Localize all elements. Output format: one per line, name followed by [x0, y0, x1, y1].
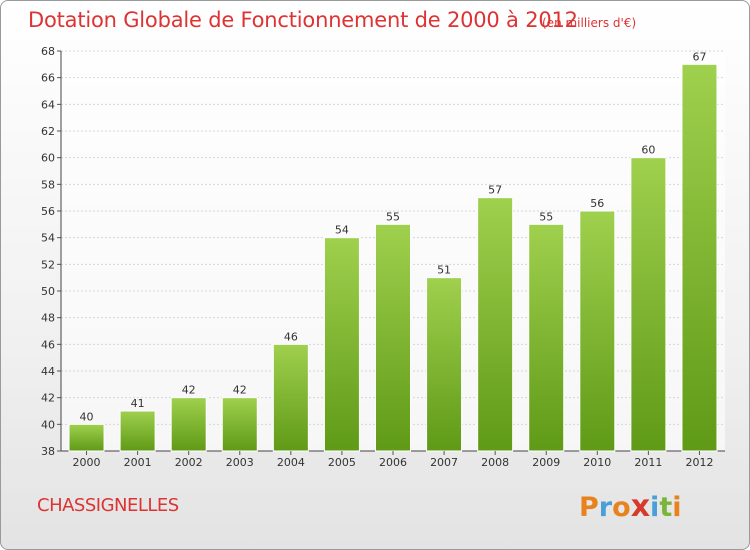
y-tick-label: 50 [41, 285, 55, 298]
y-tick-label: 48 [41, 312, 55, 325]
x-tick-label-2006: 2006 [379, 456, 407, 469]
data-label-2007: 51 [437, 264, 451, 277]
logo-letter: t [659, 492, 673, 523]
chart-title: Dotation Globale de Fonctionnement de 20… [28, 8, 578, 32]
x-tick-label-2004: 2004 [277, 456, 305, 469]
y-tick-label: 52 [41, 258, 55, 271]
y-tick-label: 60 [41, 152, 55, 165]
logo-letter: i [672, 492, 682, 523]
data-label-2011: 60 [641, 144, 655, 157]
bar-2011 [630, 157, 667, 452]
bar-2007 [426, 277, 463, 452]
x-tick-label-2000: 2000 [73, 456, 101, 469]
logo-letter: o [612, 492, 631, 523]
data-label-2003: 42 [233, 384, 247, 397]
x-tick-label-2007: 2007 [430, 456, 458, 469]
x-tick-label-2008: 2008 [481, 456, 509, 469]
chart-subtitle: (en milliers d'€) [542, 16, 637, 30]
y-tick-label: 44 [41, 365, 55, 378]
bar-2002 [170, 397, 207, 452]
y-tick-label: 46 [41, 338, 55, 351]
data-label-2004: 46 [284, 330, 298, 343]
y-tick-label: 42 [41, 392, 55, 405]
commune-name: CHASSIGNELLES [37, 495, 179, 516]
data-label-2010: 56 [590, 197, 604, 210]
data-label-2008: 57 [488, 184, 502, 197]
bar-2004 [272, 343, 309, 452]
y-tick-label: 58 [41, 178, 55, 191]
x-tick-label-2005: 2005 [328, 456, 356, 469]
bar-2005 [323, 237, 360, 452]
data-label-2001: 41 [131, 397, 145, 410]
data-label-2006: 55 [386, 210, 400, 223]
bar-2000 [68, 423, 105, 452]
x-tick-label-2001: 2001 [124, 456, 152, 469]
bar-2001 [119, 410, 156, 452]
data-label-2000: 40 [80, 410, 94, 423]
y-tick-label: 38 [41, 445, 55, 458]
data-label-2005: 54 [335, 224, 349, 237]
bar-2003 [221, 397, 258, 452]
y-tick-label: 40 [41, 418, 55, 431]
logo-letter: i [650, 492, 660, 523]
bar-2009 [528, 223, 565, 452]
x-tick-label-2003: 2003 [226, 456, 254, 469]
x-tick-label-2012: 2012 [685, 456, 713, 469]
y-tick-label: 62 [41, 125, 55, 138]
bar-2008 [477, 197, 514, 452]
logo-letter: r [598, 492, 613, 523]
data-label-2002: 42 [182, 384, 196, 397]
data-label-2012: 67 [692, 50, 706, 63]
x-tick-label-2009: 2009 [532, 456, 560, 469]
y-tick-label: 68 [41, 45, 55, 58]
y-tick-label: 56 [41, 205, 55, 218]
data-label-2009: 55 [539, 210, 553, 223]
y-tick-label: 54 [41, 232, 55, 245]
logo-letter: P [579, 492, 599, 523]
bar-2012 [681, 63, 718, 452]
bar-2006 [375, 223, 411, 452]
x-tick-label-2010: 2010 [583, 456, 611, 469]
logo-letter: x [630, 489, 651, 524]
x-tick-label-2011: 2011 [634, 456, 662, 469]
x-tick-label-2002: 2002 [175, 456, 203, 469]
y-tick-label: 64 [41, 98, 55, 111]
proxiti-logo: Proxiti [579, 489, 682, 524]
bar-2010 [579, 210, 616, 452]
y-tick-label: 66 [41, 72, 55, 85]
